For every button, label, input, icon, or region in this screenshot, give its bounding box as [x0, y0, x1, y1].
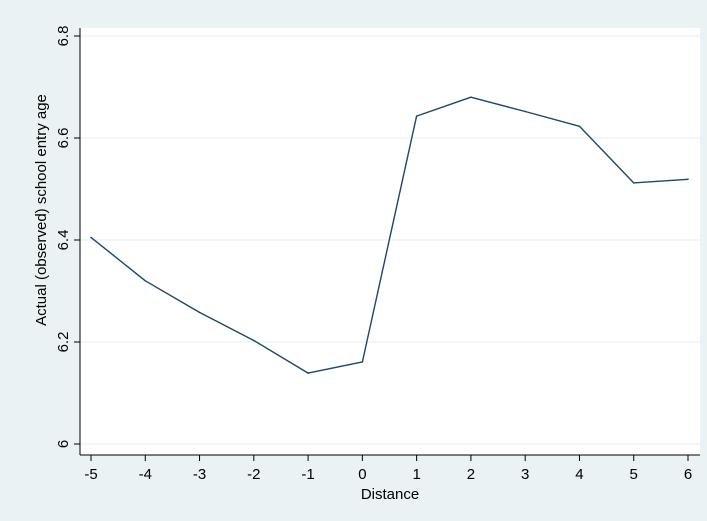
- x-tick-label-0: -5: [84, 466, 97, 483]
- gridlines: [80, 35, 700, 445]
- x-tick-label-3: -2: [247, 466, 260, 483]
- x-tick-label-2: -3: [193, 466, 206, 483]
- series-point-0-5: [361, 361, 364, 363]
- x-tick-label-4: -1: [301, 466, 314, 483]
- y-tick-label-0: 6: [55, 440, 72, 448]
- x-axis-title: Distance: [361, 486, 419, 503]
- plot-area: [80, 28, 700, 455]
- x-ticks: -5 -4 -3 -2 -1 0 1 2 3 4 5 6: [84, 455, 692, 483]
- y-ticks: 6 6.2 6.4 6.6 6.8: [55, 26, 80, 448]
- series-point-0-2: [198, 311, 201, 314]
- series-point-0-8: [524, 110, 526, 113]
- series-line-0: [90, 96, 689, 374]
- series-point-0-10: [632, 182, 635, 184]
- x-tick-label-8: 3: [521, 466, 529, 483]
- x-tick-label-10: 5: [630, 466, 638, 483]
- series-point-0-11: [687, 178, 689, 181]
- x-tick-label-11: 6: [684, 466, 692, 483]
- y-tick-label-2: 6.4: [55, 230, 72, 251]
- y-tick-label-3: 6.6: [55, 128, 72, 149]
- series-point-0-0: [90, 236, 92, 239]
- x-tick-label-9: 4: [575, 466, 583, 483]
- y-tick-label-4: 6.8: [55, 26, 72, 47]
- series-point-0-7: [470, 96, 472, 98]
- axes: [79, 28, 700, 456]
- y-tick-label-1: 6.2: [55, 332, 72, 353]
- x-tick-label-6: 1: [412, 466, 420, 483]
- x-tick-label-5: 0: [358, 466, 366, 483]
- series-point-0-1: [144, 280, 147, 282]
- series-point-0-6: [415, 115, 418, 117]
- series-group: [90, 96, 689, 374]
- y-axis-title: Actual (observed) school entry age: [33, 94, 50, 326]
- series-point-0-4: [307, 372, 309, 374]
- x-tick-label-7: 2: [467, 466, 475, 483]
- x-tick-label-1: -4: [139, 466, 152, 483]
- series-point-0-9: [578, 125, 581, 128]
- series-point-0-3: [253, 339, 255, 342]
